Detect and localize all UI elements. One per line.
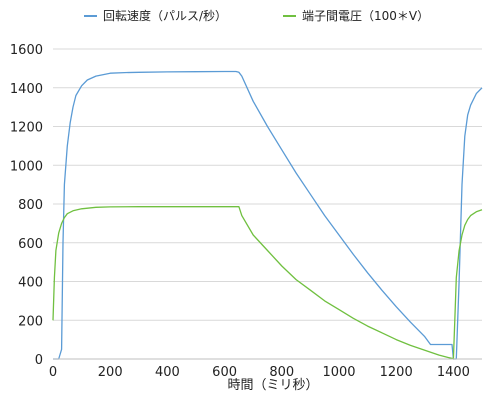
plot-area xyxy=(52,70,483,360)
x-tick-label: 600 xyxy=(212,365,237,380)
gridlines xyxy=(53,48,482,321)
x-tick-label: 1400 xyxy=(437,365,470,380)
legend: 回転速度（パルス/秒） 端子間電圧（100＊V） xyxy=(84,8,429,23)
x-axis-ticks: 0 200 400 600 800 1000 1200 1400 xyxy=(49,365,470,380)
y-tick-label: 1000 xyxy=(10,159,43,174)
y-tick-label: 0 xyxy=(35,353,43,368)
y-tick-label: 200 xyxy=(18,314,43,329)
series-line-speed xyxy=(53,70,483,360)
y-tick-label: 1400 xyxy=(10,82,43,97)
x-tick-label: 800 xyxy=(269,365,294,380)
x-tick-label: 1200 xyxy=(380,365,413,380)
x-tick-label: 200 xyxy=(98,365,123,380)
y-axis-ticks: 0 200 400 600 800 1000 1200 1400 1600 xyxy=(10,43,43,368)
x-tick-label: 400 xyxy=(155,365,180,380)
y-tick-label: 400 xyxy=(18,276,43,291)
y-tick-label: 1600 xyxy=(10,43,43,58)
y-tick-label: 1200 xyxy=(10,121,43,136)
x-axis-title: 時間（ミリ秒） xyxy=(227,378,318,393)
legend-label-speed: 回転速度（パルス/秒） xyxy=(103,8,227,23)
x-tick-label: 0 xyxy=(49,365,57,380)
x-tick-label: 1000 xyxy=(322,365,355,380)
y-tick-label: 600 xyxy=(18,237,43,252)
y-tick-label: 800 xyxy=(18,198,43,213)
series-line-voltage xyxy=(52,206,483,360)
legend-label-voltage: 端子間電圧（100＊V） xyxy=(302,9,429,23)
